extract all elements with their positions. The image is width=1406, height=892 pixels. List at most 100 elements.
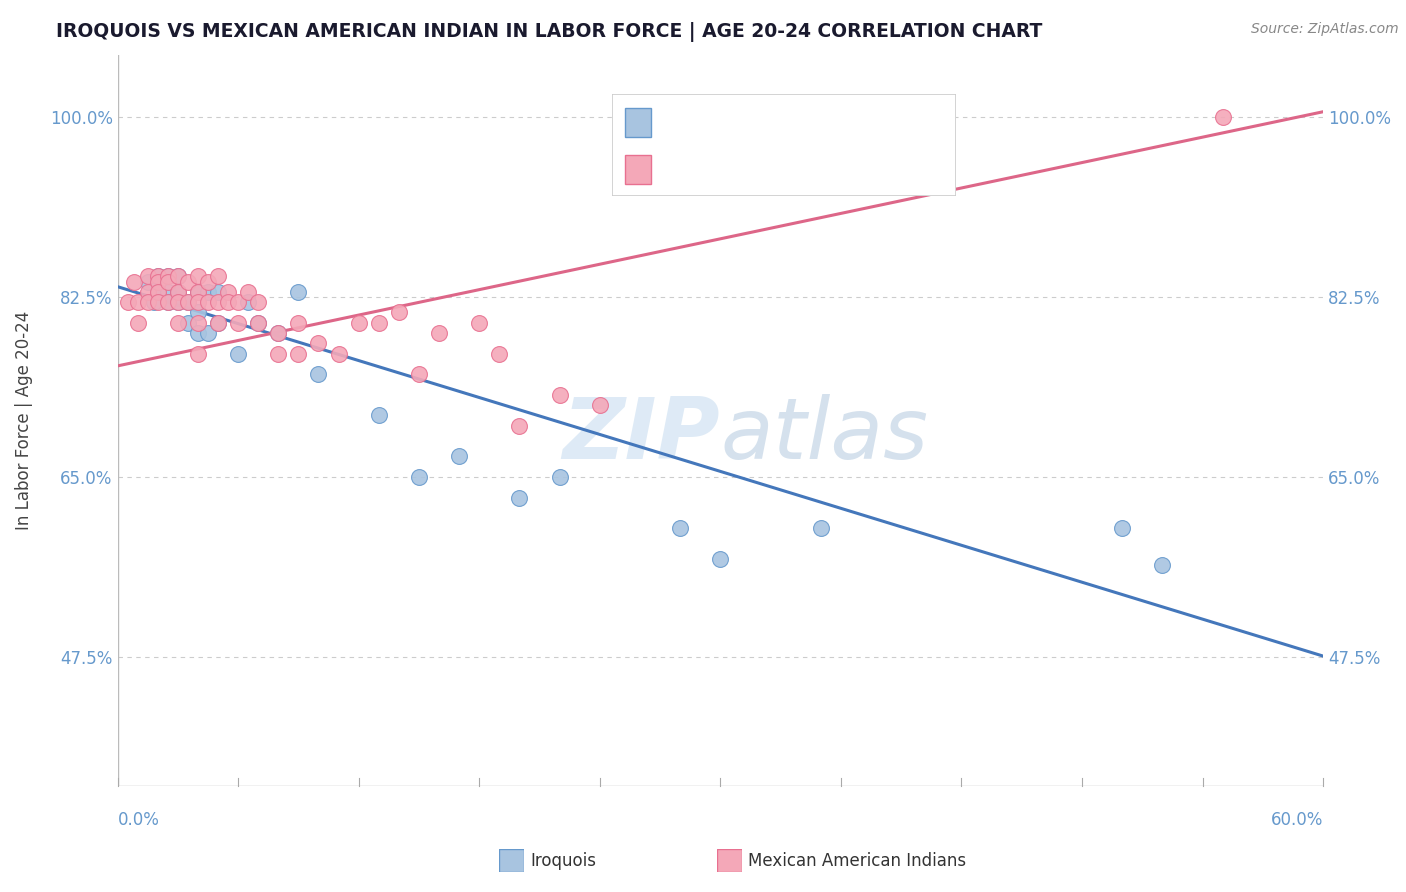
Point	[427, 326, 450, 340]
Point	[146, 285, 169, 299]
Point	[347, 316, 370, 330]
Point	[217, 295, 239, 310]
Point	[166, 269, 188, 284]
Point	[136, 269, 159, 284]
Point	[177, 295, 200, 310]
Point	[589, 398, 612, 412]
Point	[207, 285, 229, 299]
Text: N =: N =	[828, 113, 869, 131]
Point	[142, 295, 165, 310]
Point	[146, 269, 169, 284]
Text: R =: R =	[665, 161, 704, 178]
Point	[408, 470, 430, 484]
Text: 54: 54	[887, 161, 912, 178]
Text: IROQUOIS VS MEXICAN AMERICAN INDIAN IN LABOR FORCE | AGE 20-24 CORRELATION CHART: IROQUOIS VS MEXICAN AMERICAN INDIAN IN L…	[56, 22, 1043, 42]
Text: 0.0%: 0.0%	[118, 812, 159, 830]
Point	[156, 269, 179, 284]
Point	[287, 285, 309, 299]
Point	[267, 326, 290, 340]
Point	[207, 316, 229, 330]
Point	[187, 326, 209, 340]
Point	[328, 346, 350, 360]
Point	[408, 367, 430, 381]
Point	[247, 295, 270, 310]
Text: Source: ZipAtlas.com: Source: ZipAtlas.com	[1251, 22, 1399, 37]
Point	[166, 316, 188, 330]
Point	[136, 295, 159, 310]
Point	[548, 388, 571, 402]
Point	[669, 521, 692, 535]
Point	[197, 285, 219, 299]
Point	[127, 316, 149, 330]
Point	[236, 285, 259, 299]
Point	[488, 346, 510, 360]
Point	[166, 295, 188, 310]
Point	[166, 285, 188, 299]
Point	[247, 316, 270, 330]
Point	[226, 295, 249, 310]
Point	[1111, 521, 1133, 535]
Point	[207, 316, 229, 330]
Point	[156, 269, 179, 284]
Point	[146, 285, 169, 299]
Point	[207, 269, 229, 284]
Text: Iroquois: Iroquois	[530, 852, 596, 870]
Point	[146, 275, 169, 289]
Point	[308, 367, 330, 381]
Point	[187, 285, 209, 299]
Point	[187, 269, 209, 284]
Text: ZIP: ZIP	[562, 393, 720, 476]
Point	[388, 305, 411, 319]
Point	[122, 275, 145, 289]
Bar	[626, 155, 651, 184]
Point	[177, 295, 200, 310]
Text: N =: N =	[828, 161, 869, 178]
Point	[156, 285, 179, 299]
Point	[187, 305, 209, 319]
Point	[166, 285, 188, 299]
Bar	[626, 108, 651, 136]
Point	[287, 316, 309, 330]
Point	[267, 346, 290, 360]
Point	[187, 285, 209, 299]
Point	[367, 316, 389, 330]
Point	[226, 346, 249, 360]
Point	[247, 316, 270, 330]
Point	[548, 470, 571, 484]
Point	[217, 285, 239, 299]
Point	[197, 295, 219, 310]
Text: Mexican American Indians: Mexican American Indians	[748, 852, 966, 870]
Point	[226, 316, 249, 330]
Point	[166, 269, 188, 284]
Point	[166, 295, 188, 310]
Point	[236, 295, 259, 310]
Text: R =: R =	[665, 113, 704, 131]
Y-axis label: In Labor Force | Age 20-24: In Labor Force | Age 20-24	[15, 310, 32, 530]
Point	[187, 295, 209, 310]
Point	[197, 275, 219, 289]
Point	[810, 521, 832, 535]
Point	[156, 295, 179, 310]
Point	[1212, 110, 1234, 124]
Point	[146, 295, 169, 310]
Point	[207, 295, 229, 310]
Point	[468, 316, 491, 330]
Point	[187, 346, 209, 360]
Point	[136, 275, 159, 289]
Point	[177, 316, 200, 330]
Text: 60.0%: 60.0%	[1271, 812, 1323, 830]
Point	[156, 295, 179, 310]
Point	[197, 326, 219, 340]
Text: atlas: atlas	[720, 393, 928, 476]
Point	[146, 269, 169, 284]
Point	[156, 275, 179, 289]
Point	[117, 295, 139, 310]
Point	[187, 316, 209, 330]
Point	[267, 326, 290, 340]
Point	[127, 295, 149, 310]
Point	[709, 552, 731, 566]
Point	[1152, 558, 1174, 572]
Point	[308, 336, 330, 351]
Point	[449, 450, 471, 464]
Point	[136, 285, 159, 299]
